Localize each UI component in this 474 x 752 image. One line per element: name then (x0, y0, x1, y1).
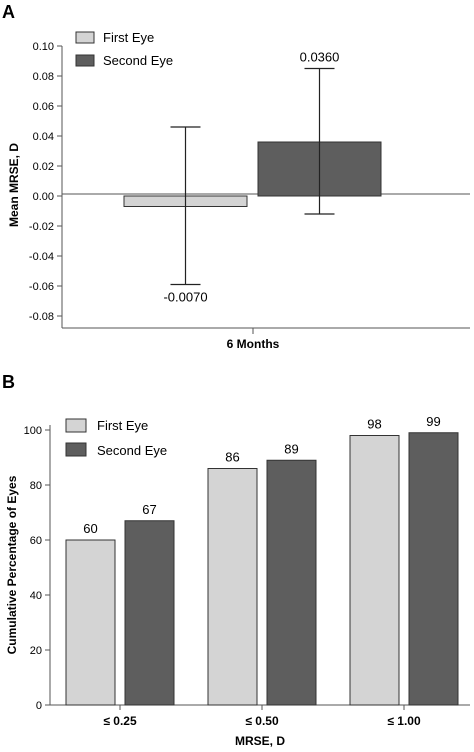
panel-b-data-label: 98 (367, 417, 381, 432)
panel-b-category-label: ≤ 0.25 (103, 714, 137, 728)
panel-b-bar (408, 432, 459, 706)
panel-b-data-label: 86 (225, 450, 239, 465)
panel-b-letter: B (2, 372, 15, 392)
panel-b-data-label: 89 (284, 441, 298, 456)
panel-a: A 0.10 0.08 0.06 0.04 0.02 0.00 -0.02 -0.04 -0.0… (2, 2, 470, 351)
panel-b-y-tick-label: 60 (30, 535, 42, 547)
panel-b-legend-swatch-first-eye (65, 418, 87, 433)
panel-b-y-ticks: 100 80 60 40 20 0 (24, 425, 50, 712)
panel-a-y-tick-label: 0.00 (33, 191, 54, 203)
panel-b: B 100 80 60 40 20 0 60 67 86 89 98 99 ≤ 0.25 ≤ 0.50… (2, 372, 470, 748)
panel-b-legend-swatch-second-eye (65, 442, 87, 457)
panel-b-bars: 60 67 86 89 98 99 (65, 414, 459, 706)
panel-b-data-label: 67 (142, 502, 156, 517)
panel-b-data-label: 99 (426, 414, 440, 429)
panel-a-legend: First Eye Second Eye (75, 30, 173, 68)
panel-b-y-tick-label: 20 (30, 645, 42, 657)
panel-a-y-tick-label: 0.08 (33, 71, 54, 83)
panel-b-legend: First Eye Second Eye (65, 418, 167, 458)
panel-a-y-ticks: 0.10 0.08 0.06 0.04 0.02 0.00 -0.02 -0.04 -0.06 -… (29, 41, 62, 323)
panel-b-y-title: Cumulative Percentage of Eyes (5, 475, 19, 654)
panel-b-category-labels: ≤ 0.25 ≤ 0.50 ≤ 1.00 (103, 705, 421, 728)
panel-a-y-tick-label: 0.06 (33, 101, 54, 113)
panel-b-bar (266, 459, 317, 706)
panel-a-label-first-eye: -0.0070 (163, 290, 207, 305)
panel-a-y-tick-label: -0.06 (29, 281, 54, 293)
panel-b-category-label: ≤ 1.00 (387, 714, 421, 728)
panel-a-y-tick-label: -0.04 (29, 251, 54, 263)
panel-a-legend-first-eye: First Eye (103, 30, 154, 45)
panel-a-label-second-eye: 0.0360 (300, 50, 340, 65)
panel-a-y-tick-label: 0.04 (33, 131, 54, 143)
panel-b-y-tick-label: 100 (24, 425, 42, 437)
panel-b-data-label: 60 (83, 521, 97, 536)
panel-a-x-title: 6 Months (227, 337, 280, 351)
panel-b-bar (207, 468, 258, 706)
panel-a-y-tick-label: 0.02 (33, 161, 54, 173)
panel-a-y-tick-label: 0.10 (33, 41, 54, 53)
panel-a-y-tick-label: -0.08 (29, 311, 54, 323)
panel-b-legend-first-eye: First Eye (97, 418, 148, 433)
panel-b-legend-second-eye: Second Eye (97, 443, 167, 458)
panel-a-legend-swatch-second-eye (75, 54, 95, 67)
panel-a-y-title: Mean MRSE, D (7, 143, 21, 227)
panel-a-errorbar-first-eye (170, 126, 201, 286)
panel-b-bar (124, 520, 175, 706)
panel-b-y-tick-label: 80 (30, 480, 42, 492)
panel-a-legend-swatch-first-eye (75, 31, 95, 44)
panel-b-x-title: MRSE, D (235, 734, 285, 748)
panel-a-letter: A (2, 2, 15, 22)
panel-a-errorbar-second-eye (304, 67, 335, 215)
panel-b-y-tick-label: 0 (36, 700, 42, 712)
panel-a-y-tick-label: -0.02 (29, 221, 54, 233)
panel-b-category-label: ≤ 0.50 (245, 714, 279, 728)
panel-a-legend-second-eye: Second Eye (103, 53, 173, 68)
panel-b-y-tick-label: 40 (30, 590, 42, 602)
panel-b-bar (349, 435, 400, 706)
panel-b-bar (65, 539, 116, 706)
